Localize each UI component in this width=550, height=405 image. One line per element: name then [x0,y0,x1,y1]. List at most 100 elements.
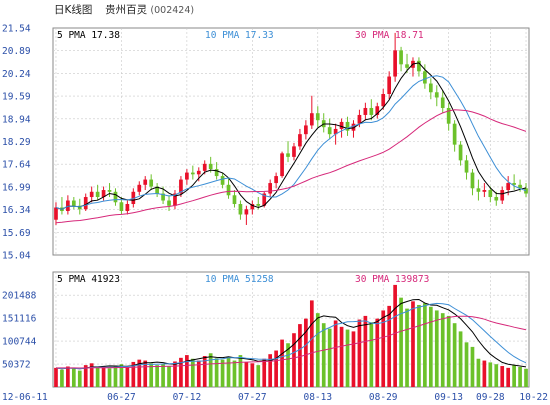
price-y-tick-label: 19.59 [2,92,31,103]
candle-up [83,197,88,210]
candle-up [137,184,142,192]
x-tick-label: 07-27 [238,392,267,403]
volume-panel: 201488 151116 100744 50372 5 PMA 41923 10 PMA… [2,271,548,403]
volume-legend-ma30: 30 PMA 139873 [355,274,429,285]
x-tick-label: 09-13 [434,392,463,403]
volume-bar-up [357,319,362,387]
candle-down [71,200,76,206]
volume-bar-up [351,331,356,387]
candle-down [214,169,219,177]
ma30-price-line [55,109,527,224]
stock-code: (002424) [150,5,195,16]
volume-bar-down [369,322,374,387]
volume-bar-down [452,323,457,387]
candle-down [238,204,243,215]
candle-down [464,160,469,173]
candle-down [488,190,493,198]
volume-bar-down [190,358,195,387]
price-y-tick-label: 21.54 [2,24,31,35]
volume-bar-down [214,358,219,387]
volume-bar-up [244,362,249,387]
volume-bar-up [143,360,148,387]
volume-bar-down [256,365,261,387]
candle-up [339,121,344,129]
volume-bar-up [54,367,58,387]
volume-bar-up [179,357,183,387]
volume-bar-up [250,363,255,387]
candle-down [440,97,445,108]
candle-up [309,113,314,126]
volume-bar-down [345,329,350,387]
volume-legend-ma10: 10 PMA 51258 [205,274,274,285]
volume-bar-up [363,315,368,387]
price-panel: 21.54 20.89 20.24 19.59 18.94 18.29 17.64 16.99… [2,24,530,262]
candle-up [351,123,356,131]
candle-down [458,144,463,161]
candle-up [185,172,189,180]
volume-bar-down [71,368,76,387]
price-legend-ma10: 10 PMA 17.33 [205,30,274,41]
candle-up [101,190,106,198]
volume-bar-up [101,366,106,387]
candle-down [518,184,522,189]
volume-bar-up [125,367,130,387]
chart-type-label: 日K线图 [54,4,93,16]
candle-down [446,107,451,124]
candle-down [428,83,433,93]
price-y-tick-label: 20.24 [2,69,31,80]
candle-up [280,153,284,177]
volume-bar-down [119,364,124,387]
volume-bar-down [232,360,237,387]
price-y-tick-label: 18.94 [2,114,31,125]
candle-down [286,153,290,157]
candle-up [381,94,386,107]
price-y-tick-label: 15.69 [2,228,31,239]
price-y-tick-label: 15.04 [2,251,31,262]
price-y-tick-label: 17.64 [2,160,31,171]
x-tick-label: 08-29 [369,392,398,403]
volume-bar-up [292,333,296,387]
candle-down [226,184,231,196]
candle-down [315,113,320,121]
volume-bar-down [470,346,475,387]
volume-bar-up [137,359,142,387]
ma5-price-line [55,62,527,210]
volume-bar-up [89,363,94,387]
candle-up [363,107,368,115]
volume-bar-down [315,313,320,387]
volume-bar-up [268,354,273,387]
volume-y-tick-label: 100744 [2,337,37,348]
volume-plot-frame [52,271,530,388]
candle-up [298,134,302,147]
candle-down [190,172,195,175]
candle-down [494,197,499,201]
volume-bar-down [95,366,100,387]
volume-bar-up [387,305,392,387]
candle-up [131,191,136,205]
candle-down [405,64,409,68]
candle-up [262,193,267,206]
candle-up [125,204,130,211]
volume-bar-down [149,363,154,387]
candle-up [54,207,58,220]
volume-bar-up [196,360,201,387]
candle-up [173,193,177,206]
volume-bar-down [512,365,516,387]
candle-down [345,121,350,131]
volume-bar-up [280,339,284,387]
volume-bar-down [167,366,171,387]
candle-up [304,125,308,135]
candle-down [423,71,427,84]
volume-bar-down [226,356,231,387]
ma10-volume-line [55,302,527,370]
volume-bar-up [173,361,177,387]
volume-y-tick-label: 151116 [2,314,37,325]
candle-up [333,128,338,135]
candle-up [244,209,249,215]
volume-bar-up [83,365,88,387]
candle-up [66,200,70,211]
volume-bar-up [500,366,505,387]
candle-up [89,191,94,198]
x-tick-label: 08-13 [303,392,332,403]
price-y-tick-label: 16.34 [2,205,31,216]
